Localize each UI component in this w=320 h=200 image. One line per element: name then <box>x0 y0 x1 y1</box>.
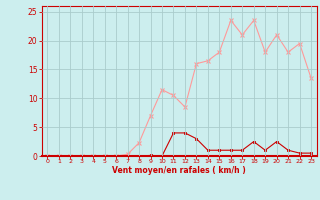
X-axis label: Vent moyen/en rafales ( km/h ): Vent moyen/en rafales ( km/h ) <box>112 166 246 175</box>
